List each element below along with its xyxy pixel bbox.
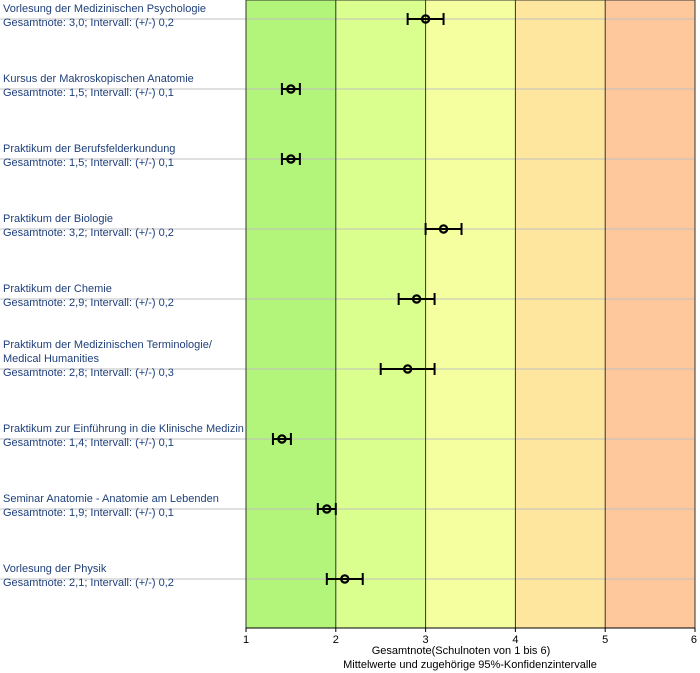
category-summary: Gesamtnote: 2,9; Intervall: (+/-) 0,2 [3,297,174,309]
mean-point [411,294,422,304]
category-summary: Gesamtnote: 1,9; Intervall: (+/-) 0,1 [3,507,174,519]
category-label: Seminar Anatomie - Anatomie am Lebenden [3,493,219,505]
mean-point [438,224,449,234]
category-label: Praktikum der Chemie [3,283,112,295]
grade-band-3 [425,0,516,628]
category-label-line2: Medical Humanities [3,353,99,365]
chart-subtitle: Mittelwerte und zugehörige 95%-Konfidenz… [343,659,597,671]
category-labels: Vorlesung der Medizinischen Psychologie G… [3,3,244,589]
x-tick-label: 6 [691,634,697,646]
category-summary: Gesamtnote: 1,4; Intervall: (+/-) 0,1 [3,437,174,449]
grade-band-5 [605,0,695,628]
mean-point [286,84,296,94]
mean-point [286,154,296,164]
x-axis: 1 2 3 4 5 6 [243,627,697,646]
x-axis-title: Gesamtnote(Schulnoten von 1 bis 6) [372,645,551,657]
category-summary: Gesamtnote: 1,5; Intervall: (+/-) 0,1 [3,157,174,169]
category-label: Kursus der Makroskopischen Anatomie [3,73,194,85]
mean-point [420,14,431,24]
category-label: Praktikum der Berufsfelderkundung [3,143,175,155]
category-label: Vorlesung der Physik [3,563,107,575]
category-label: Vorlesung der Medizinischen Psychologie [3,3,206,15]
grade-band-4 [515,0,606,628]
category-summary: Gesamtnote: 2,1; Intervall: (+/-) 0,2 [3,577,174,589]
category-summary: Gesamtnote: 1,5; Intervall: (+/-) 0,1 [3,87,174,99]
x-tick-label: 2 [333,634,339,646]
category-summary: Gesamtnote: 3,2; Intervall: (+/-) 0,2 [3,227,174,239]
x-tick-label: 3 [423,634,429,646]
x-tick-label: 4 [512,634,518,646]
mean-point [340,574,350,584]
category-summary: Gesamtnote: 2,8; Intervall: (+/-) 0,3 [3,367,174,379]
x-tick-label: 5 [602,634,608,646]
mean-point [277,434,287,444]
category-label: Praktikum der Biologie [3,213,113,225]
category-summary: Gesamtnote: 3,0; Intervall: (+/-) 0,2 [3,17,174,29]
mean-point [322,504,332,514]
mean-point [402,364,413,374]
data-marks [271,13,463,585]
grade-band-2 [335,0,426,628]
category-label: Praktikum zur Einführung in die Klinisch… [3,423,244,435]
grade-bands [246,0,695,628]
grade-band-1 [246,0,336,628]
x-tick-label: 1 [243,634,249,646]
category-label: Praktikum der Medizinischen Terminologie… [3,339,213,351]
